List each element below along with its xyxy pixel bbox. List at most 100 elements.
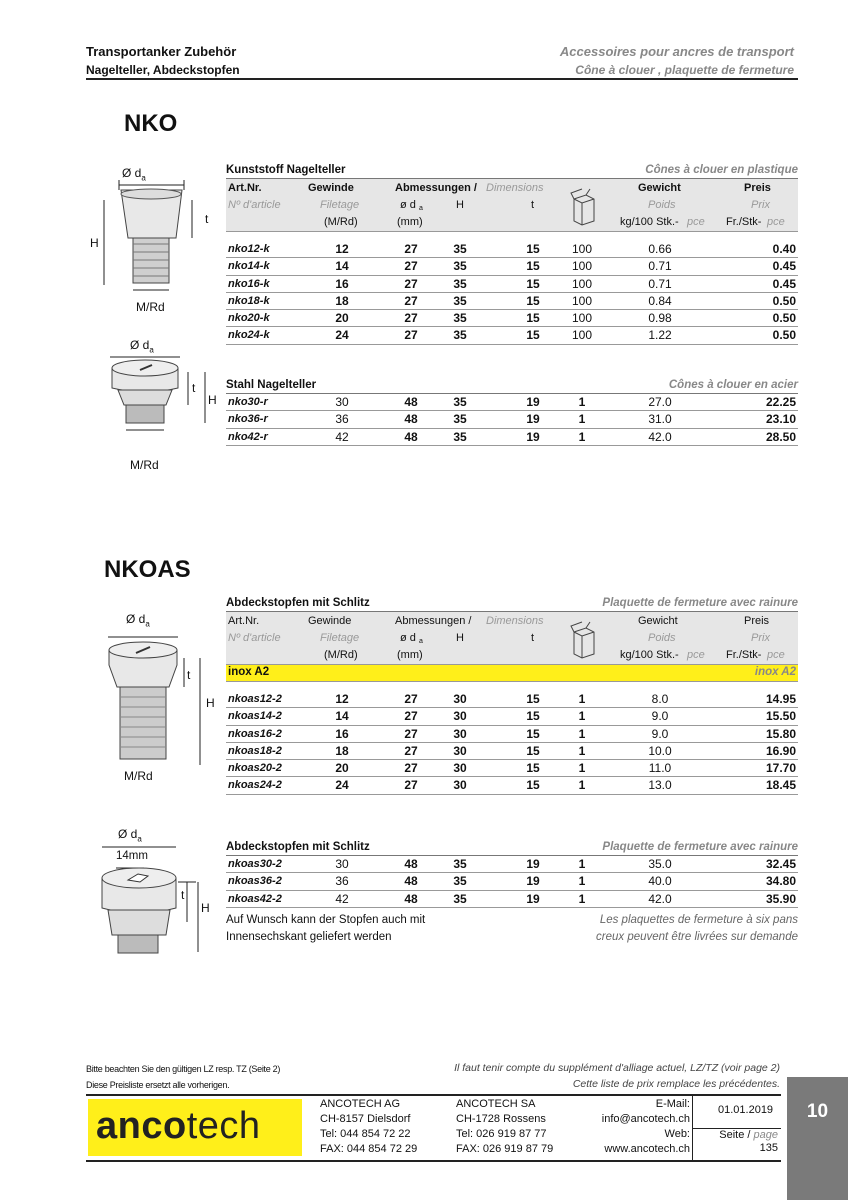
height: 30 — [453, 743, 467, 758]
thread: 20 — [335, 311, 349, 326]
article-number: nkoas14-2 — [228, 710, 282, 723]
email-link[interactable]: info@ancotech.ch — [601, 1113, 690, 1125]
product-title-nkoas: NKOAS — [104, 556, 191, 583]
header-gewicht-unit-fr: pce — [687, 649, 705, 661]
header-d-col: ø d — [400, 632, 416, 644]
height: 35 — [453, 874, 467, 889]
pack-qty: 1 — [578, 429, 586, 444]
price: 0.50 — [772, 328, 796, 343]
nko-thread-label: M/Rd — [136, 300, 165, 314]
header-gewicht-unit: kg/100 Stk.- — [620, 649, 679, 661]
depth: 15 — [526, 259, 540, 274]
header-gewicht: Gewicht — [638, 615, 678, 627]
table-title-fr: Cônes à clouer en plastique — [645, 164, 798, 176]
table-title-fr: Cônes à clouer en acier — [668, 379, 798, 391]
table-row: nko12-k 12 27 35 15 100 0.66 0.40 — [226, 241, 798, 259]
table-row: nkoas30-2 30 48 35 19 1 35.0 32.45 — [226, 856, 798, 874]
weight: 10.0 — [648, 743, 672, 758]
footer-top-rule — [86, 1094, 781, 1096]
pack-qty: 100 — [571, 293, 593, 308]
address-ag: ANCOTECH AG CH-8157 Dielsdorf Tel: 044 854… — [320, 1097, 417, 1157]
thread: 42 — [335, 429, 349, 444]
section-number: 10 — [806, 1101, 829, 1122]
footer-note-fr-2: Cette liste de prix remplace les précéde… — [572, 1078, 780, 1090]
height: 35 — [453, 395, 467, 409]
diameter: 48 — [404, 395, 418, 409]
weight: 8.0 — [651, 692, 669, 706]
height: 35 — [453, 328, 467, 343]
header-dimensions: Abmessungen / — [395, 615, 472, 627]
table-title: Abdeckstopfen mit Schlitz Plaquette de fe… — [226, 597, 798, 612]
weight: 0.66 — [648, 242, 672, 256]
header-art-fr: Nº d'article — [228, 199, 281, 211]
pack-qty: 1 — [578, 761, 586, 776]
price: 18.45 — [765, 778, 796, 793]
nkoas-d-label: Ø da — [126, 612, 150, 628]
price: 35.90 — [765, 891, 796, 906]
thread: 16 — [335, 276, 349, 291]
price: 23.10 — [765, 412, 796, 427]
d-sub: a — [137, 834, 142, 844]
table-row: nkoas12-2 12 27 30 15 1 8.0 14.95 — [226, 691, 798, 709]
sa-fax: FAX: 026 919 87 79 — [456, 1143, 554, 1155]
article-number: nko12-k — [228, 243, 270, 255]
header-art: Art.Nr. — [228, 615, 260, 627]
sa-name: ANCOTECH SA — [456, 1098, 536, 1110]
price: 0.40 — [772, 242, 796, 256]
table-title-de: Kunststoff Nagelteller — [226, 164, 346, 176]
header-t-col: t — [531, 199, 535, 211]
note-de-2: Innensechskant geliefert werden — [226, 931, 392, 943]
table-plastic: Kunststoff Nagelteller Cônes à clouer en … — [226, 164, 798, 345]
article-number: nkoas30-2 — [228, 858, 282, 870]
height: 35 — [453, 857, 467, 871]
box-icon — [570, 188, 595, 226]
ag-tel: Tel: 044 854 72 22 — [320, 1128, 411, 1140]
header-unit-mm: (mm) — [397, 649, 423, 661]
nkoas-small-drawing — [108, 636, 201, 765]
price: 15.80 — [765, 726, 796, 741]
pack-qty: 100 — [571, 259, 593, 274]
header-spacer — [226, 682, 798, 691]
date: 01.01.2019 — [718, 1104, 774, 1116]
depth: 19 — [526, 891, 540, 906]
diameter: 27 — [404, 259, 418, 274]
depth: 15 — [526, 743, 540, 758]
header-preis-unit-fr: pce — [767, 649, 785, 661]
header-d-col: ø d — [400, 199, 416, 211]
header-gewicht-fr: Poids — [648, 199, 676, 211]
header-preis-unit: Fr./Stk- — [726, 216, 762, 228]
web-link[interactable]: www.ancotech.ch — [604, 1143, 690, 1155]
d-label: Ø d — [118, 827, 138, 841]
product-title-nko: NKO — [124, 110, 178, 137]
pack-qty: 100 — [571, 311, 593, 326]
table-title: Abdeckstopfen mit Schlitz Plaquette de fe… — [226, 841, 798, 856]
height: 35 — [453, 891, 467, 906]
header-preis-unit: Fr./Stk- — [726, 649, 762, 661]
nko-steel-t-label: t — [192, 381, 196, 395]
header-gewicht-unit: kg/100 Stk.- — [620, 216, 679, 228]
thread: 24 — [335, 778, 349, 793]
pack-qty: 1 — [578, 857, 586, 871]
footer-divider-h — [693, 1128, 781, 1129]
table-title: Stahl Nagelteller Cônes à clouer en acier — [226, 379, 798, 394]
header-t-col: t — [531, 632, 535, 644]
nkoas-t-label: t — [187, 668, 191, 682]
weight: 40.0 — [648, 874, 672, 889]
footer-note-fr-1: Il faut tenir compte du supplément d'all… — [454, 1062, 780, 1074]
depth: 15 — [526, 276, 540, 291]
nkoas-large-h-label: H — [201, 901, 210, 915]
thread: 30 — [335, 395, 349, 409]
price: 32.45 — [765, 857, 796, 871]
price: 0.45 — [772, 276, 796, 291]
header-gewinde: Gewinde — [308, 615, 352, 627]
height: 35 — [453, 293, 467, 308]
article-number: nko14-k — [228, 260, 270, 273]
thread: 14 — [335, 709, 349, 724]
table-row: nkoas42-2 42 48 35 19 1 42.0 35.90 — [226, 891, 798, 908]
header-spacer — [226, 232, 798, 241]
nko-d-label: Ø da — [122, 166, 146, 182]
price: 0.50 — [772, 293, 796, 308]
diameter: 27 — [404, 311, 418, 326]
pack-qty: 100 — [571, 328, 593, 343]
